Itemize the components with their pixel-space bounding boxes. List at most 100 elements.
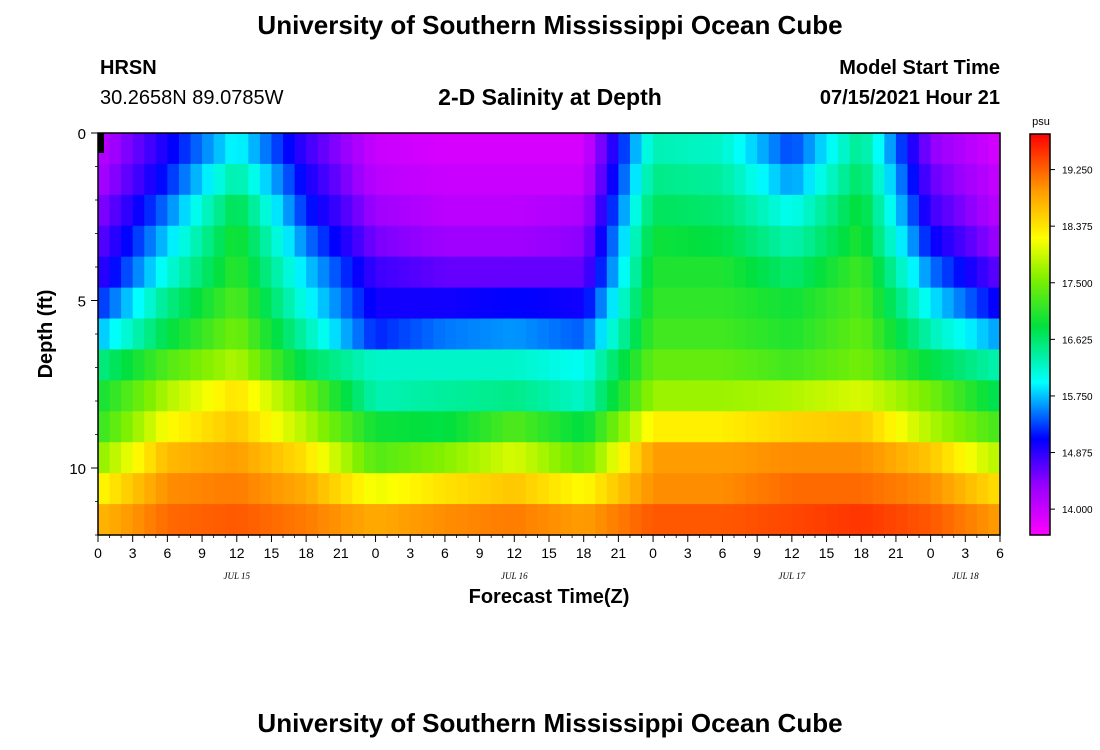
heatmap-cell [271, 349, 284, 381]
heatmap-cell [757, 256, 770, 289]
heatmap-cell [525, 504, 539, 536]
heatmap-cell [352, 411, 365, 443]
heatmap-cell [202, 504, 215, 536]
heatmap-cell [757, 349, 770, 381]
heatmap-cell [340, 380, 354, 412]
heatmap-cell [202, 133, 215, 165]
heatmap-cell [884, 442, 897, 474]
heatmap-cell [202, 411, 215, 443]
heatmap-cell [826, 380, 839, 412]
heatmap-cell [560, 133, 573, 165]
heatmap-cell [722, 225, 735, 258]
heatmap-cell [109, 225, 122, 258]
heatmap-cell [213, 349, 226, 381]
heatmap-cell [491, 225, 504, 258]
heatmap-cell [190, 380, 203, 412]
heatmap-cell [664, 442, 677, 474]
heatmap-cell [560, 163, 573, 196]
x-tick-label: 0 [372, 545, 380, 561]
heatmap-cell [121, 318, 134, 351]
heatmap-cell [317, 411, 330, 443]
heatmap-cell [491, 349, 504, 381]
y-tick-label: 5 [78, 294, 86, 311]
heatmap-cell [306, 442, 319, 474]
heatmap-cell [525, 133, 539, 165]
heatmap-cell [826, 318, 839, 351]
heatmap-cell [317, 256, 330, 289]
heatmap-cell [606, 380, 619, 412]
heatmap-cell [884, 318, 897, 351]
heatmap-cell [988, 225, 1001, 258]
heatmap-cell [225, 256, 238, 289]
heatmap-cell [225, 133, 238, 165]
x-tick-label: 21 [333, 545, 349, 561]
heatmap-cell [734, 349, 747, 381]
heatmap-cell [988, 318, 1001, 351]
heatmap-cell [919, 349, 932, 381]
heatmap-cell [375, 349, 388, 381]
heatmap-cell [491, 163, 504, 196]
x-tick-label: 9 [476, 545, 484, 561]
heatmap-cell [849, 318, 862, 351]
heatmap-cell [98, 473, 111, 505]
heatmap-cell [664, 349, 677, 381]
heatmap-cell [283, 380, 296, 412]
heatmap-cell [271, 163, 284, 196]
heatmap-cell [653, 256, 666, 289]
heatmap-cell [745, 194, 758, 227]
heatmap-cell [710, 225, 724, 258]
heatmap-cell [109, 133, 122, 165]
heatmap-cell [491, 194, 504, 227]
heatmap-cell [491, 287, 504, 320]
heatmap-cell [872, 133, 885, 165]
x-tick-label: 6 [996, 545, 1004, 561]
heatmap-cell [248, 349, 261, 381]
heatmap-cell [895, 411, 909, 443]
heatmap-cell [745, 349, 758, 381]
heatmap-cell [109, 380, 122, 412]
heatmap-cell [363, 256, 377, 289]
heatmap-cell [780, 318, 793, 351]
heatmap-cell [907, 163, 920, 196]
heatmap-cell [641, 473, 654, 505]
heatmap-cell [375, 411, 388, 443]
heatmap-cell [826, 473, 839, 505]
heatmap-cell [814, 380, 828, 412]
heatmap-cell [629, 380, 643, 412]
heatmap-cell [121, 287, 134, 320]
heatmap-cell [537, 504, 550, 536]
heatmap-cell [606, 256, 619, 289]
heatmap-cell [306, 380, 319, 412]
heatmap-cell [387, 194, 400, 227]
heatmap-cell [340, 256, 354, 289]
heatmap-cell [768, 287, 781, 320]
heatmap-cell [768, 225, 781, 258]
heatmap-cell [919, 163, 932, 196]
heatmap-cell [340, 504, 354, 536]
heatmap-cell [213, 287, 226, 320]
heatmap-cell [988, 163, 1001, 196]
heatmap-cell [676, 256, 689, 289]
heatmap-cell [907, 442, 920, 474]
heatmap-cell [583, 133, 596, 165]
x-tick-label: 15 [541, 545, 557, 561]
heatmap-cell [757, 194, 770, 227]
heatmap-cell [213, 163, 226, 196]
heatmap-cell [699, 318, 712, 351]
heatmap-cell [525, 473, 539, 505]
heatmap-cell [907, 318, 920, 351]
heatmap-cell [259, 318, 273, 351]
heatmap-cell [387, 318, 400, 351]
heatmap-cell [98, 442, 111, 474]
heatmap-cell [572, 380, 585, 412]
heatmap-cell [803, 163, 816, 196]
heatmap-cell [236, 380, 249, 412]
heatmap-cell [560, 504, 573, 536]
heatmap-cell [953, 163, 966, 196]
heatmap-cell [537, 133, 550, 165]
heatmap-cell [271, 442, 284, 474]
heatmap-cell [907, 194, 920, 227]
heatmap-cell [942, 442, 955, 474]
heatmap-cell [132, 133, 145, 165]
heatmap-cell [248, 473, 261, 505]
